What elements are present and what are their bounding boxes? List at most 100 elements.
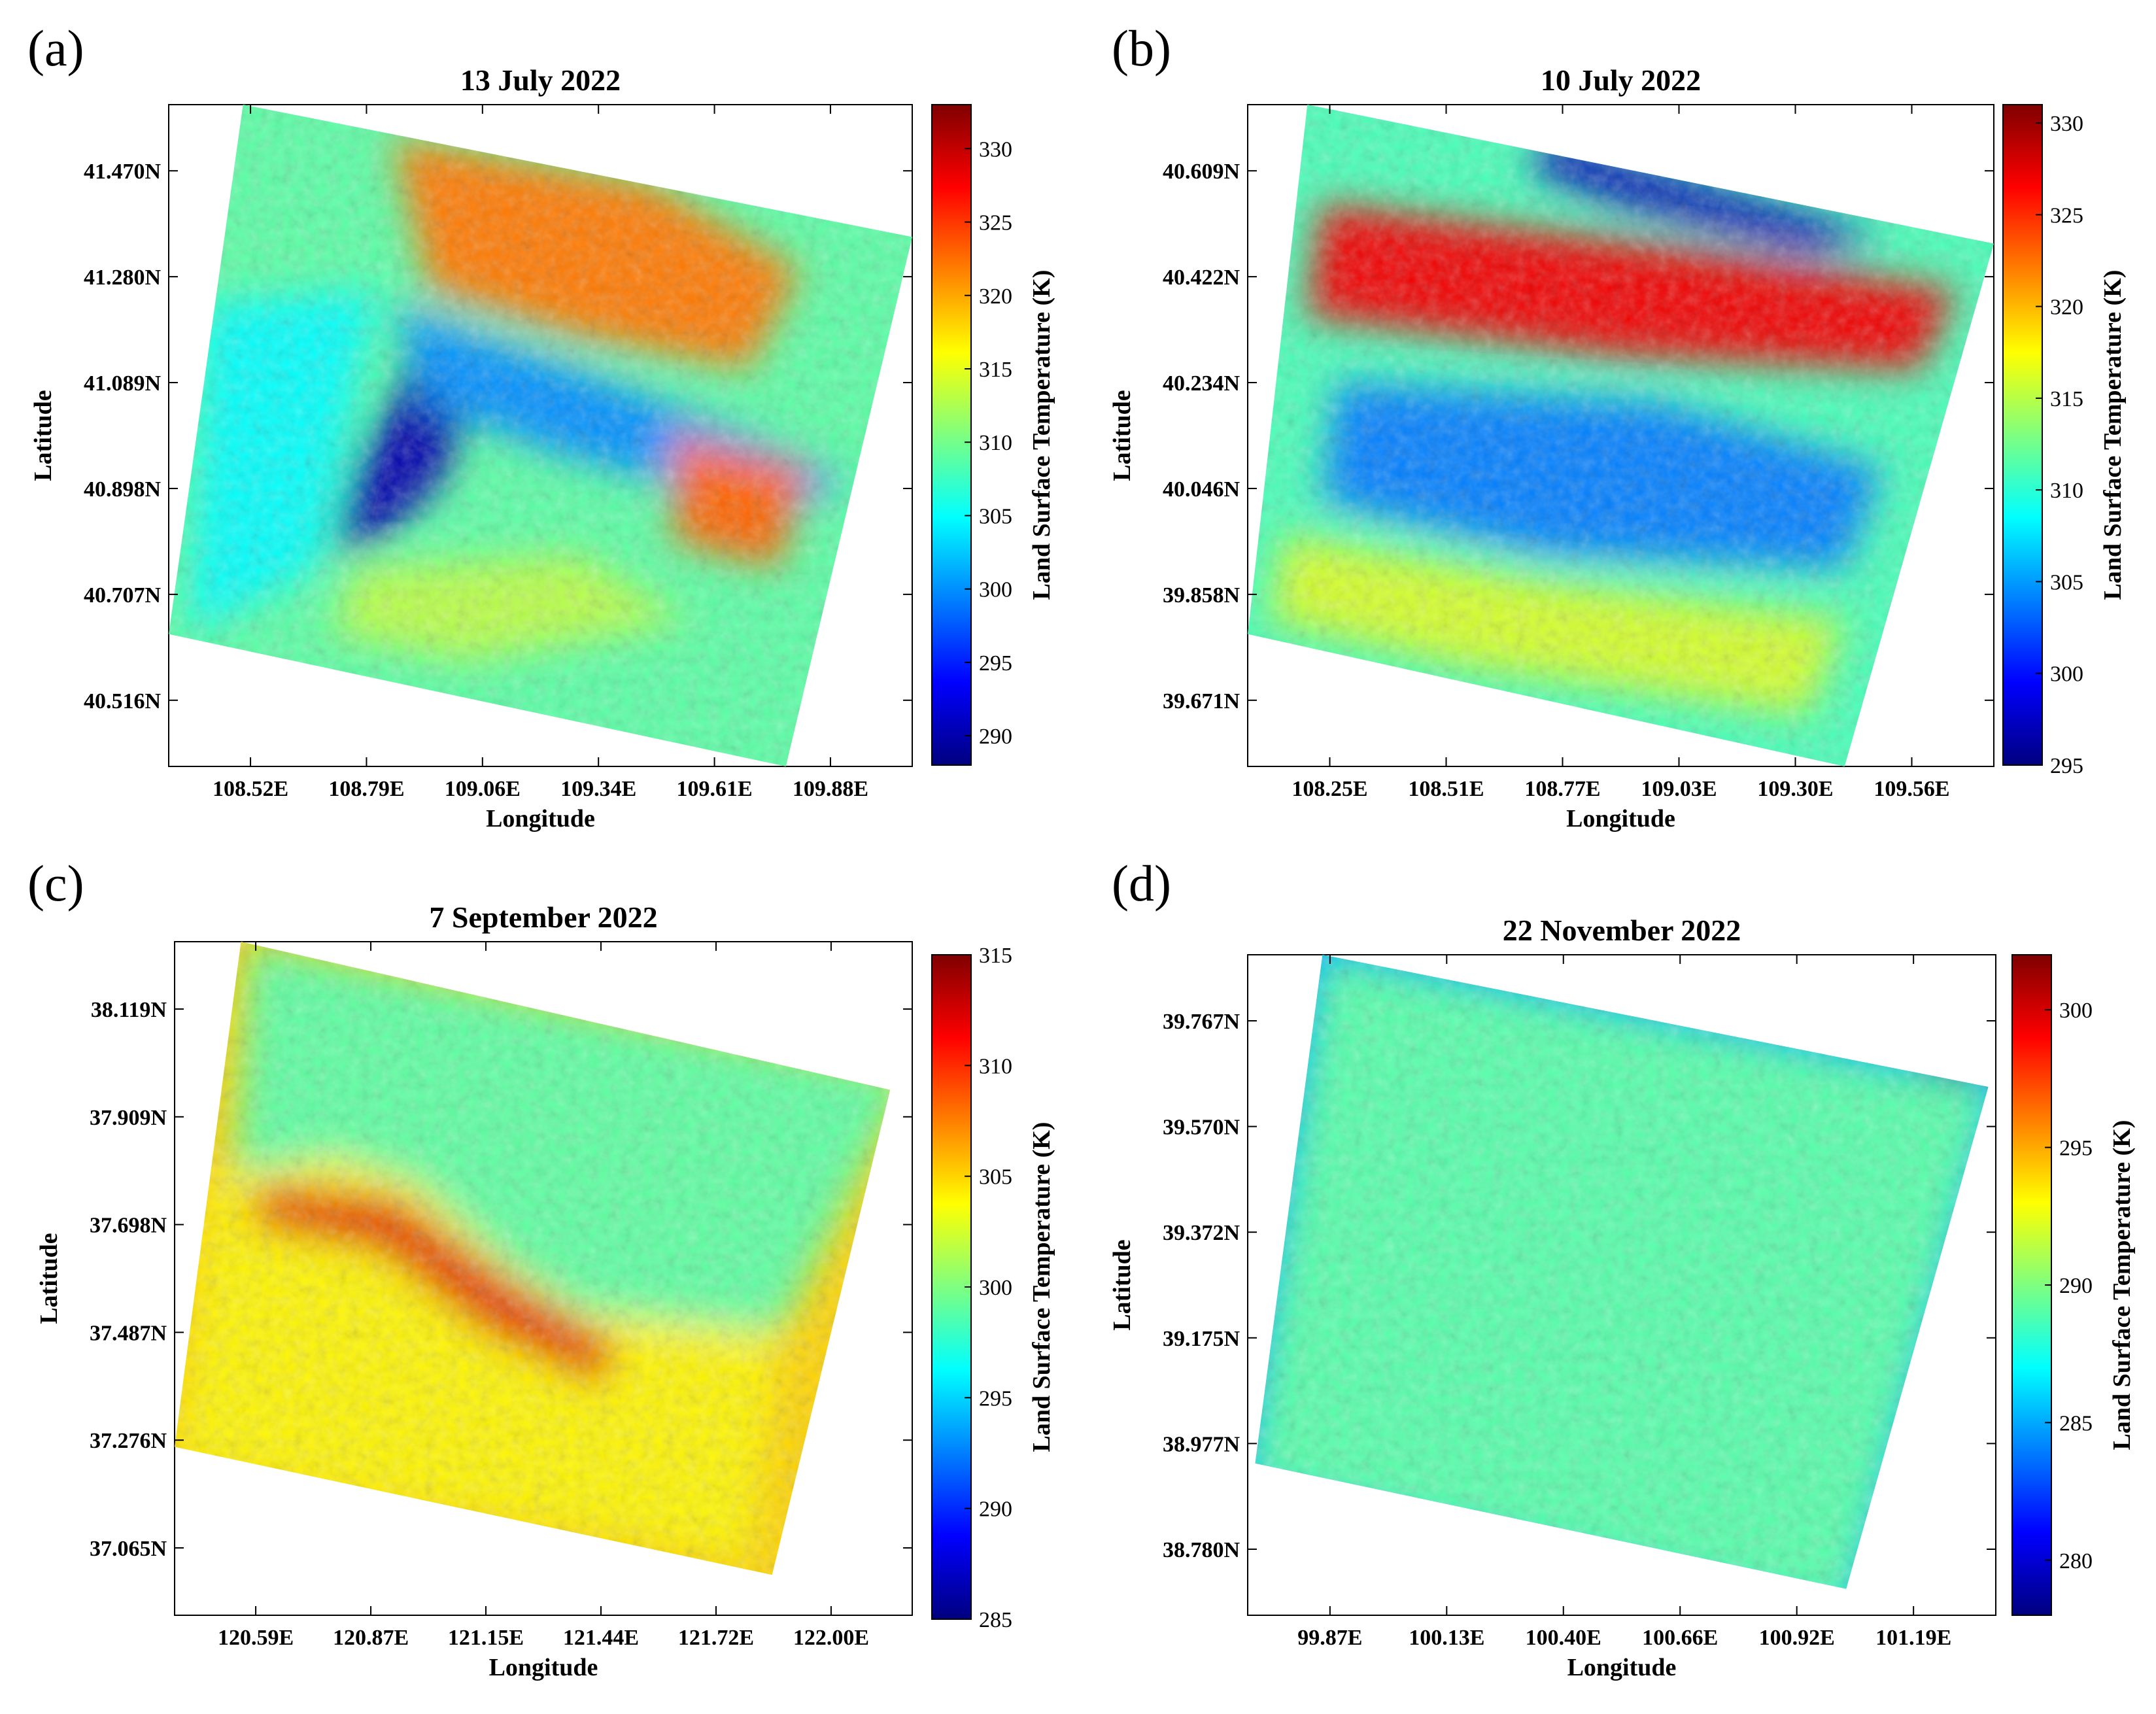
y-tick-label: 40.898N (84, 477, 162, 502)
colorbar-tick-label: 290 (979, 1498, 1012, 1522)
colorbar-tick-label: 310 (979, 1054, 1012, 1078)
x-tick-label: 108.77E (1524, 777, 1600, 801)
colorbar-tick-label: 315 (979, 944, 1012, 968)
colorbar-tick-label: 300 (2050, 662, 2083, 687)
x-axis-label: Longitude (1567, 1654, 1677, 1681)
y-tick-label: 41.089N (84, 371, 162, 396)
texture-overlay (169, 105, 912, 766)
y-axis-label: Latitude (1108, 1239, 1136, 1330)
y-tick-label: 37.065N (90, 1537, 167, 1561)
x-tick-label: 120.59E (218, 1626, 294, 1650)
x-tick-label: 121.15E (448, 1626, 524, 1650)
x-tick-label: 101.19E (1875, 1626, 1951, 1650)
colorbar-tick-label: 295 (979, 651, 1012, 676)
lst-image (169, 105, 912, 766)
x-tick-label: 109.88E (793, 777, 868, 801)
x-tick-label: 122.00E (793, 1626, 869, 1650)
colorbar-tick-label: 285 (2059, 1411, 2093, 1435)
chart-title: 13 July 2022 (460, 63, 621, 97)
x-tick-label: 100.40E (1526, 1626, 1601, 1650)
x-tick-label: 109.06E (445, 777, 521, 801)
y-tick-label: 39.175N (1163, 1327, 1241, 1351)
x-tick-label: 109.30E (1757, 777, 1833, 801)
y-tick-label: 37.487N (90, 1321, 167, 1345)
colorbar-tick-label: 290 (979, 725, 1012, 749)
x-tick-label: 100.13E (1409, 1626, 1484, 1650)
y-tick-label: 38.119N (91, 998, 167, 1022)
panel-letter: (c) (27, 855, 84, 912)
x-tick-label: 108.51E (1408, 777, 1484, 801)
y-tick-label: 40.707N (84, 583, 162, 608)
y-tick-label: 39.671N (1163, 689, 1241, 713)
x-tick-label: 108.25E (1292, 777, 1367, 801)
panel-letter: (d) (1112, 855, 1171, 912)
y-tick-label: 40.422N (1163, 266, 1241, 290)
colorbar-tick-label: 295 (2050, 754, 2083, 778)
colorbar-tick-label: 305 (2050, 570, 2083, 594)
colorbar-tick-label: 290 (2059, 1274, 2093, 1298)
colorbar-tick-label: 295 (2059, 1137, 2093, 1161)
y-tick-label: 40.516N (84, 689, 162, 713)
chart-title: 10 July 2022 (1541, 63, 1701, 97)
y-tick-label: 40.609N (1163, 160, 1241, 184)
x-tick-label: 108.52E (213, 777, 288, 801)
x-tick-label: 100.66E (1642, 1626, 1718, 1650)
colorbar-tick-label: 310 (979, 431, 1012, 455)
y-tick-label: 37.909N (90, 1106, 167, 1130)
panel-letter: (a) (27, 20, 84, 77)
x-tick-label: 121.72E (678, 1626, 754, 1650)
y-tick-label: 37.276N (90, 1429, 167, 1453)
colorbar-tick-label: 320 (979, 284, 1012, 309)
colorbar-tick-label: 310 (2050, 479, 2083, 503)
y-tick-label: 39.858N (1163, 583, 1241, 608)
colorbar-label: Land Surface Temperature (K) (2099, 270, 2127, 600)
lst-image (175, 942, 891, 1575)
colorbar-tick-label: 320 (2050, 296, 2083, 320)
y-tick-label: 39.570N (1163, 1116, 1241, 1140)
colorbar-tick-label: 300 (979, 1276, 1012, 1300)
colorbar-tick-label: 295 (979, 1386, 1012, 1411)
colorbar (931, 104, 972, 766)
colorbar-tick-label: 330 (979, 137, 1012, 162)
y-tick-label: 39.372N (1163, 1221, 1241, 1245)
colorbar-tick-label: 305 (979, 504, 1012, 528)
colorbar-label: Land Surface Temperature (K) (1028, 270, 1055, 600)
y-tick-label: 39.767N (1163, 1010, 1241, 1034)
colorbar-tick-label: 315 (979, 358, 1012, 382)
colorbar-tick-label: 300 (979, 578, 1012, 602)
chart-title: 22 November 2022 (1503, 914, 1741, 947)
x-tick-label: 100.92E (1759, 1626, 1835, 1650)
y-tick-label: 38.977N (1163, 1432, 1241, 1456)
x-axis-label: Longitude (489, 1654, 598, 1681)
colorbar-tick-label: 285 (979, 1608, 1012, 1632)
colorbar-tick-label: 315 (2050, 387, 2083, 411)
colorbar-label: Land Surface Temperature (K) (1028, 1122, 1055, 1452)
y-axis-label: Latitude (29, 390, 57, 481)
panel-d: (d) 22 November 2022 99.87E 100.13E 100.40E 1… (1108, 855, 2136, 1681)
panel-a: (a) 13 July 2022 108.52E 108.79E 109.06E 109.… (27, 20, 1055, 832)
x-tick-label: 99.87E (1297, 1626, 1362, 1650)
x-axis-label: Longitude (486, 805, 595, 832)
y-tick-label: 38.780N (1163, 1538, 1241, 1562)
x-tick-label: 120.87E (333, 1626, 409, 1650)
y-tick-label: 40.046N (1163, 477, 1241, 502)
y-tick-label: 41.470N (84, 160, 162, 184)
y-tick-label: 40.234N (1163, 371, 1241, 396)
x-tick-label: 109.61E (676, 777, 752, 801)
x-tick-label: 121.44E (563, 1626, 639, 1650)
chart-title: 7 September 2022 (429, 900, 657, 934)
colorbar (2002, 104, 2043, 766)
colorbar-tick-label: 280 (2059, 1549, 2093, 1573)
colorbar-label: Land Surface Temperature (K) (2108, 1120, 2136, 1450)
x-tick-label: 109.34E (560, 777, 636, 801)
x-axis-label: Longitude (1566, 805, 1675, 832)
y-axis-label: Latitude (1108, 390, 1136, 481)
colorbar-tick-label: 325 (979, 211, 1012, 235)
colorbar-tick-label: 325 (2050, 203, 2083, 228)
x-tick-label: 109.56E (1874, 777, 1949, 801)
y-axis-label: Latitude (35, 1233, 63, 1324)
y-tick-label: 37.698N (90, 1214, 167, 1238)
panel-letter: (b) (1112, 20, 1171, 77)
colorbar-tick-label: 305 (979, 1165, 1012, 1190)
